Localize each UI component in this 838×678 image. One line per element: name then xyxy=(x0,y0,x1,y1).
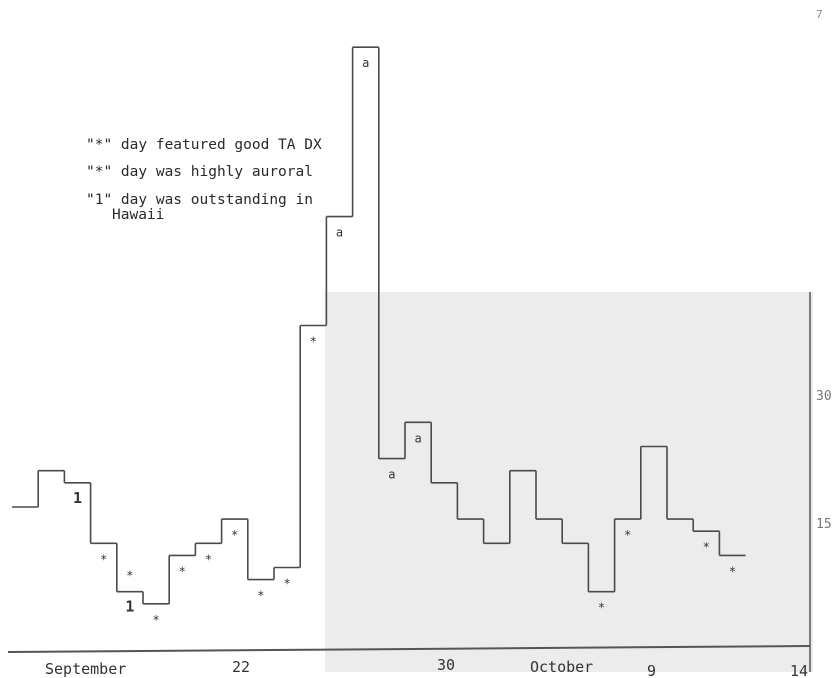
legend-auroral: "*" day was highly auroral xyxy=(86,163,313,180)
day-marker: * xyxy=(283,577,290,591)
day-marker: * xyxy=(179,564,186,578)
x-tick-label: 22 xyxy=(232,658,250,676)
x-tick-label: September xyxy=(45,660,126,678)
legend: "*" day featured good TA DX "*" day was … xyxy=(86,138,322,222)
day-marker: * xyxy=(205,552,212,566)
day-marker: * xyxy=(257,589,264,603)
day-marker: a xyxy=(362,56,369,70)
x-tick-label: 9 xyxy=(647,662,656,678)
day-marker: a xyxy=(388,468,395,482)
day-marker: * xyxy=(703,540,710,554)
x-tick-label: October xyxy=(530,658,593,676)
day-marker: a xyxy=(414,431,421,445)
day-markers: 1 * 1 * * * * * * * * a a a a * * * * xyxy=(73,56,736,627)
day-marker: * xyxy=(624,528,631,542)
day-marker: * xyxy=(729,564,736,578)
y-tick-label: 15 xyxy=(816,517,832,532)
x-tick-label: 30 xyxy=(437,656,455,674)
photocopy-panel xyxy=(325,292,813,672)
x-axis-baseline xyxy=(7,645,811,653)
day-marker: * xyxy=(126,569,133,583)
x-tick-labels: September 22 30 October 9 14 xyxy=(45,656,808,678)
day-marker: 1 xyxy=(73,489,82,507)
legend-ta-dx: "*" day featured good TA DX xyxy=(86,137,322,153)
day-marker: * xyxy=(100,552,107,566)
day-marker: * xyxy=(598,601,605,615)
y-tick-labels: 30 15 xyxy=(816,389,832,532)
page-number: 7 xyxy=(816,8,823,21)
day-marker: * xyxy=(231,528,238,542)
legend-hawaii-cont: Hawaii xyxy=(112,206,165,223)
day-marker: * xyxy=(310,335,317,349)
legend-hawaii: "1" day was outstanding in xyxy=(86,192,313,208)
day-marker: * xyxy=(152,613,159,627)
x-tick-label: 14 xyxy=(790,662,808,678)
step-series xyxy=(12,46,746,605)
day-marker: 1 xyxy=(125,598,134,616)
day-marker: a xyxy=(336,226,343,240)
y-tick-label: 30 xyxy=(816,389,832,404)
